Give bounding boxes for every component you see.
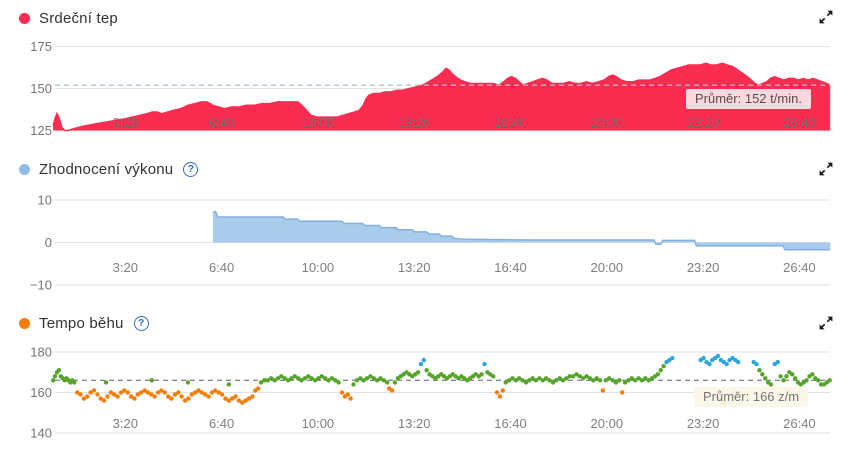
expand-icon[interactable] (818, 10, 834, 26)
svg-text:26:40: 26:40 (783, 260, 816, 275)
heart-rate-title: Srdeční tep (39, 9, 118, 27)
svg-text:23:20: 23:20 (687, 115, 720, 130)
svg-text:16:40: 16:40 (494, 416, 527, 431)
expand-arrows-icon (819, 316, 833, 330)
expand-icon[interactable] (818, 162, 834, 178)
svg-text:160: 160 (30, 385, 52, 400)
svg-text:26:40: 26:40 (783, 115, 816, 130)
svg-text:13:20: 13:20 (398, 416, 431, 431)
run-cadence-average-tooltip: Průměr: 166 z/m (694, 387, 809, 407)
svg-text:10:00: 10:00 (302, 115, 335, 130)
svg-text:10: 10 (38, 193, 52, 208)
svg-text:20:00: 20:00 (591, 115, 624, 130)
run-cadence-legend-dot (19, 317, 30, 329)
svg-text:175: 175 (30, 39, 52, 54)
svg-text:10:00: 10:00 (302, 416, 335, 431)
help-icon[interactable]: ? (133, 315, 149, 331)
svg-text:10:00: 10:00 (302, 260, 335, 275)
svg-text:−10: −10 (30, 278, 52, 293)
expand-arrows-icon (819, 162, 833, 176)
performance-condition-legend-dot (19, 163, 30, 175)
svg-text:0: 0 (45, 235, 52, 250)
heart-rate-average-tooltip: Průměr: 152 t/min. (686, 89, 811, 109)
svg-text:6:40: 6:40 (209, 416, 234, 431)
svg-text:150: 150 (30, 81, 52, 96)
heart-rate-legend-dot (19, 12, 30, 24)
svg-text:3:20: 3:20 (113, 260, 138, 275)
svg-text:20:00: 20:00 (591, 416, 624, 431)
svg-text:26:40: 26:40 (783, 416, 816, 431)
svg-text:125: 125 (30, 123, 52, 138)
svg-text:20:00: 20:00 (591, 260, 624, 275)
run-cadence-title: Tempo běhu (39, 314, 124, 332)
heart-rate-header: Srdeční tep (19, 9, 118, 27)
svg-text:16:40: 16:40 (494, 260, 527, 275)
svg-text:180: 180 (30, 345, 52, 360)
svg-text:3:20: 3:20 (113, 416, 138, 431)
svg-text:6:40: 6:40 (209, 115, 234, 130)
svg-text:140: 140 (30, 426, 52, 441)
svg-text:13:20: 13:20 (398, 260, 431, 275)
performance-condition-plot[interactable]: 10 0 −10 3:20 6:40 10:00 13:20 16:40 20:00 23:20 2… (0, 153, 851, 303)
help-icon[interactable]: ? (183, 161, 199, 177)
svg-text:16:40: 16:40 (494, 115, 527, 130)
svg-text:23:20: 23:20 (687, 260, 720, 275)
svg-text:23:20: 23:20 (687, 416, 720, 431)
heart-rate-plot[interactable]: 175 150 125 3:20 6:40 10:00 13:20 16:40 20:00 23:… (0, 0, 851, 153)
expand-icon[interactable] (818, 316, 834, 332)
expand-arrows-icon (819, 10, 833, 24)
performance-condition-header: Zhodnocení výkonu ? (19, 160, 199, 178)
run-cadence-header: Tempo běhu ? (19, 314, 149, 332)
svg-text:6:40: 6:40 (209, 260, 234, 275)
run-cadence-plot[interactable]: 180 160 140 3:20 6:40 10:00 13:20 16:40 20:00 23:… (0, 303, 851, 458)
svg-text:13:20: 13:20 (398, 115, 431, 130)
svg-text:3:20: 3:20 (113, 115, 138, 130)
performance-condition-title: Zhodnocení výkonu (39, 160, 174, 178)
